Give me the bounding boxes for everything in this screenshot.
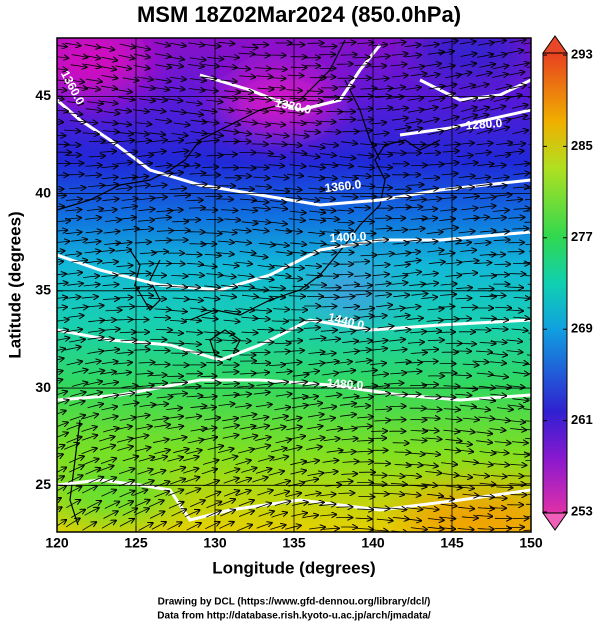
footer-line: Data from http://database.rish.kyoto-u.a… xyxy=(157,611,431,622)
colorbar-scale xyxy=(543,53,567,513)
footer-line: Drawing by DCL (https://www.gfd-dennou.o… xyxy=(158,597,431,608)
x-tick-label: 140 xyxy=(361,535,385,551)
contour-label: 1400.0 xyxy=(329,229,367,245)
x-tick-label: 130 xyxy=(203,535,227,551)
streamline xyxy=(508,527,524,528)
colorbar-tick-label: 253 xyxy=(571,503,593,518)
streamline xyxy=(404,175,420,176)
x-axis-label: Longitude (degrees) xyxy=(212,558,375,577)
x-tick-label: 135 xyxy=(282,535,306,551)
streamline xyxy=(221,154,237,155)
streamline xyxy=(474,330,490,331)
streamline xyxy=(305,320,321,321)
streamline xyxy=(358,496,374,497)
streamline xyxy=(272,321,288,322)
colorbar-tick-label: 261 xyxy=(571,412,593,427)
streamline xyxy=(172,221,188,222)
x-tick-label: 120 xyxy=(45,535,69,551)
streamline xyxy=(50,196,66,197)
x-tick-label: 150 xyxy=(519,535,543,551)
x-tick-label: 145 xyxy=(440,535,464,551)
streamline xyxy=(187,200,203,201)
y-tick-label: 35 xyxy=(35,282,51,298)
streamline xyxy=(480,318,496,319)
colorbar-extend-bottom xyxy=(543,513,567,530)
streamline xyxy=(53,144,69,145)
y-tick-label: 40 xyxy=(35,184,51,200)
streamline xyxy=(217,199,233,200)
streamline xyxy=(152,252,168,253)
y-tick-label: 30 xyxy=(35,379,51,395)
colorbar-extend-top xyxy=(543,36,567,53)
colorbar: 253 261 269 277 285 293 xyxy=(543,36,593,530)
colorbar-tick-label: 269 xyxy=(571,321,593,336)
contour-label: 1480.0 xyxy=(326,376,364,393)
streamline xyxy=(422,361,438,362)
colorbar-tick-label: 277 xyxy=(571,229,593,244)
y-axis-label: Latitude (degrees) xyxy=(5,211,24,358)
streamline xyxy=(307,43,323,44)
colorbar-tick-label: 285 xyxy=(571,138,593,153)
title: MSM 18Z02Mar2024 (850.0hPa) xyxy=(137,2,461,27)
x-tick-label: 125 xyxy=(124,535,148,551)
streamline xyxy=(222,350,238,351)
contour-label: 1280.0 xyxy=(465,116,503,133)
streamline xyxy=(323,297,339,298)
streamline xyxy=(337,64,353,65)
y-tick-label: 25 xyxy=(35,476,51,492)
colorbar-tick-label: 293 xyxy=(571,46,593,61)
streamline xyxy=(235,176,251,177)
streamline xyxy=(480,276,496,277)
streamline xyxy=(393,443,409,444)
y-tick-label: 45 xyxy=(35,87,51,103)
streamline xyxy=(525,460,541,461)
streamline xyxy=(67,163,83,164)
